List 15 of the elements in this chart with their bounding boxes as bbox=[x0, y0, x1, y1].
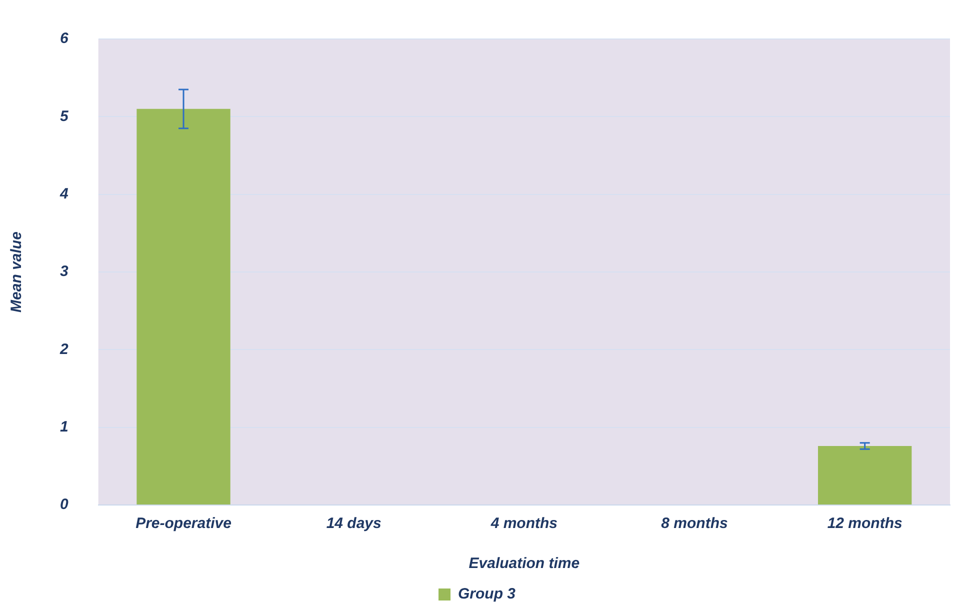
x-tick-label: 14 days bbox=[326, 515, 382, 532]
x-tick-label: Pre-operative bbox=[136, 515, 232, 532]
y-tick-label: 6 bbox=[60, 30, 69, 48]
y-tick-label: 0 bbox=[60, 496, 69, 514]
x-axis-title: Evaluation time bbox=[468, 555, 580, 572]
y-tick-label: 3 bbox=[60, 263, 69, 280]
y-tick-label: 2 bbox=[59, 340, 69, 358]
x-tick-label: 12 months bbox=[827, 515, 902, 532]
y-tick-label: 1 bbox=[60, 418, 68, 436]
x-tick-label: 8 months bbox=[661, 515, 728, 532]
y-tick-label: 4 bbox=[59, 185, 69, 202]
y-axis-title: Mean value bbox=[8, 232, 26, 312]
legend-label: Group 3 bbox=[458, 586, 516, 603]
y-tick-label: 5 bbox=[60, 108, 69, 125]
x-tick-label: 4 months bbox=[490, 515, 558, 532]
